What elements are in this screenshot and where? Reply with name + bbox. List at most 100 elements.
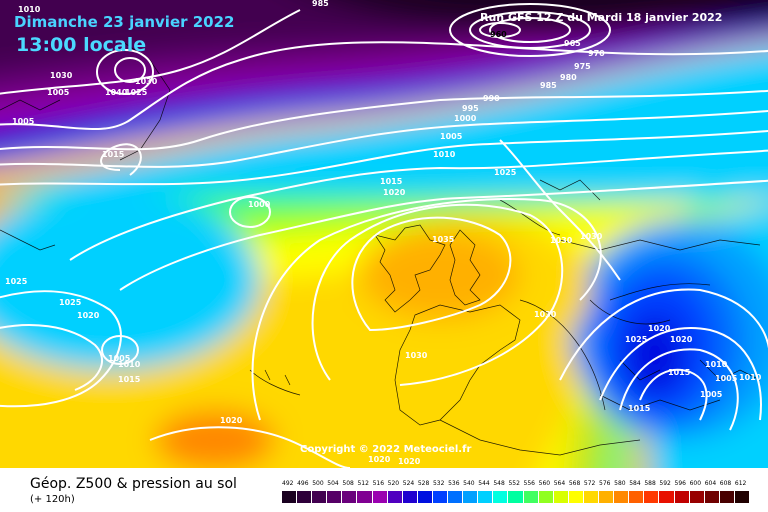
legend-tick: 580 [614,480,626,487]
map-title: Géop. Z500 & pression au sol [30,476,237,492]
geopotential-map: 1010 985 960 965 970 975 980 985 990 995… [0,0,768,468]
isobar-label: 990 [483,94,500,103]
isobar-label: 1030 [405,351,428,360]
isobar-label: 1005 [700,390,723,399]
isobar-label: 1015 [668,368,691,377]
legend-swatch [659,491,674,503]
isobar-label: 1025 [494,168,517,177]
legend-swatch [402,491,417,503]
legend-swatch [297,491,312,503]
isobar-label: 1010 [739,373,762,382]
copyright-notice: Copyright © 2022 Meteociel.fr [300,444,472,455]
legend-swatch [734,491,749,503]
legend-tick: 572 [583,480,596,487]
legend-tick: 556 [523,480,535,487]
legend-swatch [704,491,719,503]
isobar-label: 975 [574,62,591,71]
isobar-label: 1015 [118,375,141,384]
isobar-label: 1005 [12,117,35,126]
legend-tick: 588 [644,480,656,487]
legend-swatch [357,491,372,503]
isobar-label: 1010 [705,360,728,369]
legend-swatch [674,491,689,503]
isobar-label: 1020 [383,188,406,197]
legend-swatch [629,491,644,503]
legend-swatch [448,491,463,503]
isobar-label: 1025 [5,277,28,286]
isobar-label: 1025 [625,335,648,344]
legend-tick: 576 [599,480,611,487]
legend-swatch [538,491,553,503]
isobar-label: 1025 [59,298,82,307]
legend-swatch [327,491,342,503]
legend-swatch [372,491,387,503]
legend-swatch [583,491,599,503]
isobar-label: 1020 [398,457,421,466]
legend-tick: 492 [282,480,294,487]
legend-tick: 548 [493,480,505,487]
color-scale-legend [282,491,750,503]
isobar-label: 1005 [108,354,131,363]
forecast-date: Dimanche 23 janvier 2022 [14,13,235,31]
isobar-label: 1015 [102,150,125,159]
legend-tick: 568 [568,480,581,487]
isobar-label: 1000 [248,200,271,209]
isobar-label: 1030 [50,71,73,80]
legend-tick: 536 [448,480,460,487]
legend-swatch [644,491,659,503]
isobar-label: 1025 [125,88,148,97]
isobar-label: 1030 [534,310,557,319]
legend-tick: 592 [659,480,671,487]
legend-swatch [312,491,327,503]
legend-swatch [493,491,508,503]
legend-tick: 504 [327,480,339,487]
legend-tick: 604 [704,480,717,487]
isobar-label: 960 [490,30,507,39]
isobar-label: 1010 [118,360,141,369]
legend-tick: 500 [312,480,324,487]
legend-tick: 596 [674,480,686,487]
legend-tick: 524 [402,480,415,487]
legend-tick: 608 [719,480,732,487]
isobar-label: 1030 [550,236,573,245]
isobar-label: 1005 [47,88,70,97]
isobar-label: 1015 [628,404,651,413]
isobar-label: 965 [564,39,581,48]
legend-tick: 544 [478,480,490,487]
isobar-label: 1010 [433,150,456,159]
legend-tick: 540 [463,480,475,487]
isobar-label: 970 [588,49,605,58]
legend-tick: 584 [629,480,641,487]
isobar-label: 995 [462,104,479,113]
footer-bar [0,468,768,512]
legend-swatch [689,491,704,503]
isobar-label: 1035 [432,235,455,244]
isobar-label: 980 [560,73,577,82]
legend-swatch [282,491,297,503]
forecast-range: (+ 120h) [30,494,75,505]
isobar-label: 1020 [648,324,671,333]
legend-tick: 496 [297,480,309,487]
legend-swatch [614,491,629,503]
isobar-label: 1020 [670,335,693,344]
legend-swatch [417,491,432,503]
legend-swatch [568,491,583,503]
legend-tick: 600 [689,480,702,487]
legend-tick: 520 [387,480,400,487]
legend-swatch [508,491,523,503]
legend-tick: 560 [538,480,551,487]
isobar-label: 1010 [18,5,41,14]
isobar-label: 1000 [454,114,477,123]
isobar-label: 1005 [715,374,738,383]
legend-tick: 512 [357,480,369,487]
legend-tick: 516 [372,480,385,487]
legend-swatch [463,491,478,503]
legend-tick: 564 [553,480,566,487]
legend-tick: 612 [734,480,747,487]
isobar-label: 985 [540,81,557,90]
legend-tick: 532 [432,480,445,487]
legend-swatch [523,491,538,503]
legend-swatch [553,491,568,503]
isobar-label: 1030 [580,232,603,241]
legend-swatch [387,491,402,503]
